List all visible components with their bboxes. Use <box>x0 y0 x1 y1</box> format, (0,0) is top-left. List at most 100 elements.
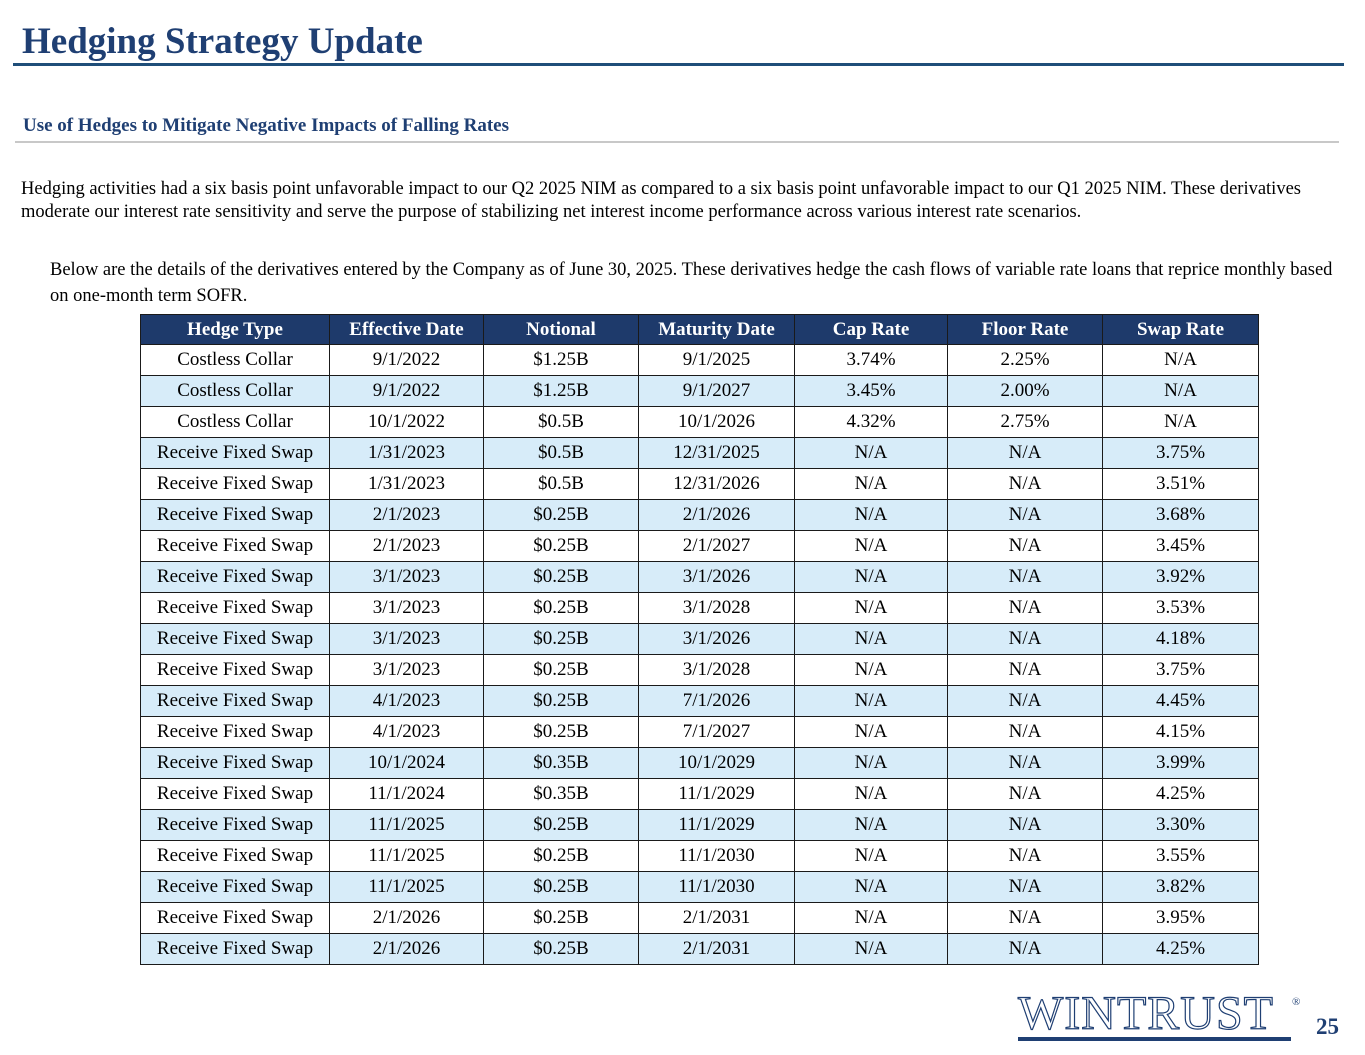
cell-floor-rate: N/A <box>947 871 1103 903</box>
cell-notional: $0.35B <box>483 747 639 779</box>
cell-notional: $0.25B <box>483 654 639 686</box>
cell-cap-rate: N/A <box>794 468 948 500</box>
cell-floor-rate: N/A <box>947 623 1103 655</box>
table-row: Costless Collar 10/1/2022 $0.5B 10/1/2026 4.… <box>140 406 1259 438</box>
table-row: Receive Fixed Swap 3/1/2023 $0.25B 3/1/2026… <box>140 561 1259 593</box>
cell-maturity-date: 3/1/2028 <box>638 654 795 686</box>
table-row: Receive Fixed Swap 4/1/2023 $0.25B 7/1/2026… <box>140 685 1259 717</box>
cell-cap-rate: 4.32% <box>794 406 948 438</box>
cell-floor-rate: N/A <box>947 530 1103 562</box>
cell-maturity-date: 7/1/2027 <box>638 716 795 748</box>
cell-effective-date: 4/1/2023 <box>329 716 484 748</box>
table-row: Receive Fixed Swap 11/1/2025 $0.25B 11/1/20… <box>140 840 1259 872</box>
cell-maturity-date: 10/1/2026 <box>638 406 795 438</box>
table-row: Receive Fixed Swap 11/1/2025 $0.25B 11/1/20… <box>140 809 1259 841</box>
cell-maturity-date: 12/31/2025 <box>638 437 795 469</box>
table-row: Receive Fixed Swap 4/1/2023 $0.25B 7/1/2027… <box>140 716 1259 748</box>
cell-cap-rate: N/A <box>794 592 948 624</box>
cell-effective-date: 2/1/2026 <box>329 933 484 965</box>
table-row: Receive Fixed Swap 3/1/2023 $0.25B 3/1/2028… <box>140 592 1259 624</box>
cell-floor-rate: N/A <box>947 499 1103 531</box>
registered-mark: ® <box>1292 996 1301 1008</box>
cell-maturity-date: 2/1/2031 <box>638 933 795 965</box>
cell-swap-rate: 3.45% <box>1102 530 1259 562</box>
cell-floor-rate: N/A <box>947 902 1103 934</box>
cell-swap-rate: 4.45% <box>1102 685 1259 717</box>
cell-swap-rate: 3.75% <box>1102 654 1259 686</box>
cell-hedge-type: Receive Fixed Swap <box>140 840 330 872</box>
cell-swap-rate: 3.68% <box>1102 499 1259 531</box>
cell-swap-rate: 4.15% <box>1102 716 1259 748</box>
cell-floor-rate: N/A <box>947 716 1103 748</box>
cell-hedge-type: Receive Fixed Swap <box>140 437 330 469</box>
header-cap-rate: Cap Rate <box>794 314 948 345</box>
header-hedge-type: Hedge Type <box>140 314 330 345</box>
cell-effective-date: 9/1/2022 <box>329 375 484 407</box>
cell-floor-rate: N/A <box>947 747 1103 779</box>
cell-floor-rate: 2.75% <box>947 406 1103 438</box>
page-title: Hedging Strategy Update <box>22 21 423 62</box>
cell-hedge-type: Receive Fixed Swap <box>140 809 330 841</box>
cell-hedge-type: Receive Fixed Swap <box>140 778 330 810</box>
cell-swap-rate: 3.92% <box>1102 561 1259 593</box>
cell-effective-date: 3/1/2023 <box>329 654 484 686</box>
cell-hedge-type: Costless Collar <box>140 344 330 376</box>
cell-floor-rate: N/A <box>947 778 1103 810</box>
cell-maturity-date: 11/1/2030 <box>638 840 795 872</box>
cell-hedge-type: Receive Fixed Swap <box>140 530 330 562</box>
table-row: Receive Fixed Swap 3/1/2023 $0.25B 3/1/2028… <box>140 654 1259 686</box>
header-floor-rate: Floor Rate <box>947 314 1103 345</box>
title-divider <box>13 63 1344 66</box>
cell-maturity-date: 3/1/2026 <box>638 623 795 655</box>
cell-hedge-type: Receive Fixed Swap <box>140 592 330 624</box>
cell-notional: $0.25B <box>483 840 639 872</box>
table-row: Receive Fixed Swap 3/1/2023 $0.25B 3/1/2026… <box>140 623 1259 655</box>
cell-cap-rate: N/A <box>794 654 948 686</box>
table-row: Receive Fixed Swap 2/1/2023 $0.25B 2/1/2026… <box>140 499 1259 531</box>
cell-cap-rate: N/A <box>794 840 948 872</box>
cell-maturity-date: 11/1/2029 <box>638 809 795 841</box>
cell-swap-rate: 3.75% <box>1102 437 1259 469</box>
cell-swap-rate: 3.55% <box>1102 840 1259 872</box>
cell-notional: $0.25B <box>483 809 639 841</box>
cell-hedge-type: Receive Fixed Swap <box>140 561 330 593</box>
cell-notional: $0.25B <box>483 561 639 593</box>
cell-maturity-date: 3/1/2026 <box>638 561 795 593</box>
cell-maturity-date: 10/1/2029 <box>638 747 795 779</box>
table-row: Costless Collar 9/1/2022 $1.25B 9/1/2027 3.4… <box>140 375 1259 407</box>
cell-swap-rate: 4.25% <box>1102 933 1259 965</box>
cell-floor-rate: N/A <box>947 840 1103 872</box>
table-row: Receive Fixed Swap 11/1/2024 $0.35B 11/1/20… <box>140 778 1259 810</box>
cell-effective-date: 1/31/2023 <box>329 468 484 500</box>
section-subtitle: Use of Hedges to Mitigate Negative Impac… <box>23 115 509 136</box>
table-row: Receive Fixed Swap 2/1/2026 $0.25B 2/1/2031… <box>140 902 1259 934</box>
header-swap-rate: Swap Rate <box>1102 314 1259 345</box>
header-effective-date: Effective Date <box>329 314 484 345</box>
cell-hedge-type: Receive Fixed Swap <box>140 902 330 934</box>
cell-cap-rate: N/A <box>794 499 948 531</box>
cell-cap-rate: N/A <box>794 809 948 841</box>
cell-effective-date: 2/1/2023 <box>329 499 484 531</box>
cell-notional: $0.25B <box>483 623 639 655</box>
cell-maturity-date: 11/1/2030 <box>638 871 795 903</box>
cell-floor-rate: N/A <box>947 933 1103 965</box>
cell-notional: $1.25B <box>483 375 639 407</box>
cell-swap-rate: 3.51% <box>1102 468 1259 500</box>
page-number: 25 <box>1316 1014 1339 1039</box>
logo-underline <box>1018 1037 1291 1041</box>
cell-notional: $0.25B <box>483 933 639 965</box>
cell-notional: $0.5B <box>483 406 639 438</box>
cell-floor-rate: 2.00% <box>947 375 1103 407</box>
cell-hedge-type: Receive Fixed Swap <box>140 747 330 779</box>
cell-effective-date: 2/1/2023 <box>329 530 484 562</box>
cell-notional: $0.25B <box>483 685 639 717</box>
table-row: Receive Fixed Swap 2/1/2023 $0.25B 2/1/2027… <box>140 530 1259 562</box>
cell-floor-rate: N/A <box>947 561 1103 593</box>
cell-floor-rate: N/A <box>947 685 1103 717</box>
cell-effective-date: 3/1/2023 <box>329 561 484 593</box>
cell-notional: $0.25B <box>483 871 639 903</box>
header-maturity-date: Maturity Date <box>638 314 795 345</box>
header-notional: Notional <box>483 314 639 345</box>
cell-floor-rate: 2.25% <box>947 344 1103 376</box>
cell-cap-rate: N/A <box>794 437 948 469</box>
